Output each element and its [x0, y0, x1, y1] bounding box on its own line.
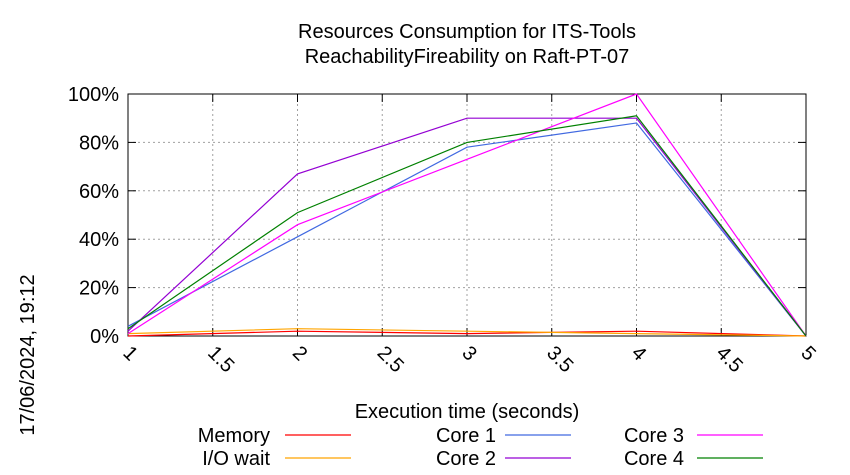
x-tick-label: 3 — [457, 342, 480, 365]
y-tick-label: 100% — [68, 84, 119, 106]
x-tick-label: 2.5 — [373, 342, 408, 377]
x-tick-label: 1.5 — [203, 342, 238, 377]
series-line-core-4 — [127, 115, 807, 337]
series-line-core-1 — [127, 122, 807, 337]
series-line-memory — [127, 330, 807, 337]
legend-label: Core 4 — [624, 448, 684, 470]
data-series — [127, 93, 807, 337]
chart-subtitle: ReachabilityFireability on Raft-PT-07 — [305, 46, 630, 68]
y-tick-label: 20% — [79, 278, 119, 300]
x-tick-label: 5 — [796, 342, 819, 365]
legend-label: Core 2 — [436, 448, 496, 470]
grid-lines — [128, 94, 806, 336]
x-tick-label: 4 — [627, 342, 650, 365]
timestamp-label: 17/06/2024, 19:12 — [17, 274, 39, 435]
y-axis-tick-labels: 0% 20% 40% 60% 80% 100% — [68, 84, 119, 348]
legend-label: Memory — [198, 425, 270, 447]
x-tick-label: 4.5 — [712, 342, 747, 377]
x-tick-label: 3.5 — [542, 342, 577, 377]
chart-title: Resources Consumption for ITS-Tools — [298, 21, 636, 43]
x-axis-label: Execution time (seconds) — [355, 401, 580, 423]
y-tick-label: 0% — [90, 326, 119, 348]
x-tick-label: 2 — [288, 342, 311, 365]
x-axis-tick-labels: 1 1.5 2 2.5 3 3.5 4 4.5 5 — [118, 342, 819, 377]
legend-label: Core 1 — [436, 425, 496, 447]
y-tick-label: 80% — [79, 132, 119, 154]
legend-label: I/O wait — [202, 448, 270, 470]
y-tick-label: 60% — [79, 181, 119, 203]
legend-label: Core 3 — [624, 425, 684, 447]
series-line-i-o-wait — [127, 328, 807, 337]
y-tick-label: 40% — [79, 229, 119, 251]
series-line-core-2 — [127, 117, 807, 337]
series-line-core-3 — [127, 93, 807, 337]
x-tick-label: 1 — [118, 342, 141, 365]
